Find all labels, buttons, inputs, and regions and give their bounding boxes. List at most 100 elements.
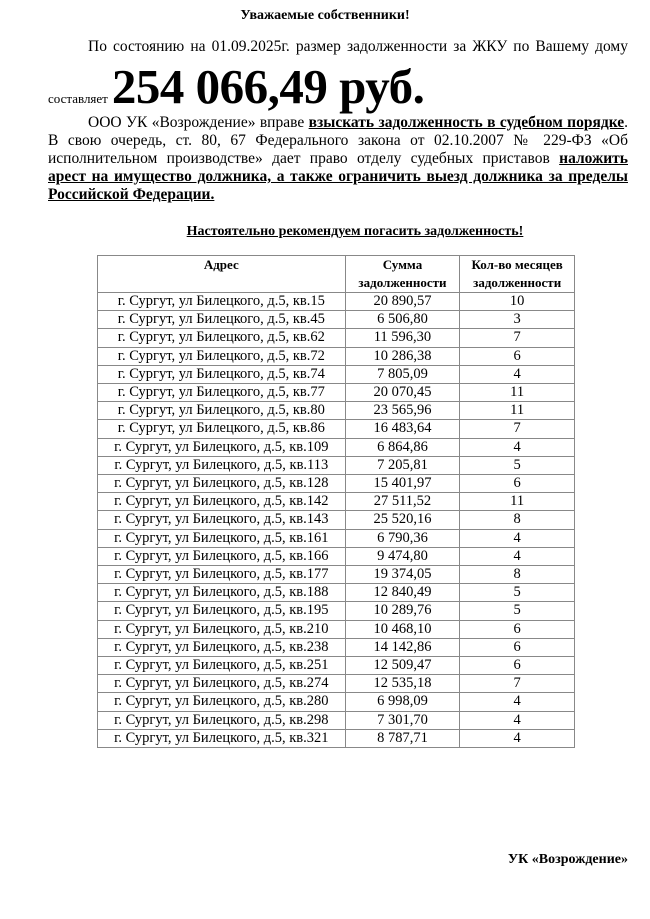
table-row: г. Сургут, ул Билецкого, д.5, кв.210 10 4…	[97, 619, 575, 639]
table-row: г. Сургут, ул Билецкого, д.5, кв.74 7 805…	[97, 364, 575, 385]
table-row: г. Сургут, ул Билецкого, д.5, кв.177 19 3…	[97, 565, 575, 585]
cell-amount: 15 401,97	[344, 474, 461, 494]
cell-amount: 25 520,16	[344, 510, 461, 530]
cell-months: 6	[459, 619, 575, 639]
cell-months: 11	[459, 383, 575, 403]
cell-address: г. Сургут, ул Билецкого, д.5, кв.210	[97, 619, 346, 639]
cell-months: 4	[459, 364, 575, 385]
cell-months: 6	[459, 637, 575, 658]
cell-months: 6	[459, 346, 575, 366]
legal-emphasis-1: взыскать задолженность в судебном порядк…	[308, 114, 625, 131]
cell-months: 4	[459, 710, 575, 730]
cell-address: г. Сургут, ул Билецкого, д.5, кв.72	[97, 346, 346, 366]
table-row: г. Сургут, ул Билецкого, д.5, кв.238 14 1…	[97, 637, 575, 658]
debt-table: Адрес Сумма задолженности Кол-во месяцев…	[97, 255, 575, 749]
cell-amount: 12 840,49	[344, 583, 461, 603]
cell-address: г. Сургут, ул Билецкого, д.5, кв.128	[97, 474, 346, 494]
table-row: г. Сургут, ул Билецкого, д.5, кв.77 20 07…	[97, 383, 575, 403]
cell-months: 10	[459, 291, 575, 312]
cell-amount: 11 596,30	[344, 328, 461, 348]
cell-amount: 6 864,86	[344, 437, 461, 457]
cell-address: г. Сургут, ул Билецкого, д.5, кв.274	[97, 674, 346, 694]
cell-address: г. Сургут, ул Билецкого, д.5, кв.298	[97, 710, 346, 730]
cell-address: г. Сургут, ул Билецкого, д.5, кв.77	[97, 383, 346, 403]
table-row: г. Сургут, ул Билецкого, д.5, кв.62 11 59…	[97, 328, 575, 348]
cell-address: г. Сургут, ул Билецкого, д.5, кв.166	[97, 546, 346, 567]
cell-months: 4	[459, 528, 575, 548]
cell-address: г. Сургут, ул Билецкого, д.5, кв.86	[97, 419, 346, 439]
table-row: г. Сургут, ул Билецкого, д.5, кв.142 27 5…	[97, 492, 575, 512]
table-row: г. Сургут, ул Билецкого, д.5, кв.274 12 5…	[97, 674, 575, 694]
cell-months: 6	[459, 474, 575, 494]
table-row: г. Сургут, ул Билецкого, д.5, кв.80 23 56…	[97, 401, 575, 421]
cell-address: г. Сургут, ул Билецкого, д.5, кв.142	[97, 492, 346, 512]
table-row: г. Сургут, ул Билецкого, д.5, кв.86 16 48…	[97, 419, 575, 439]
cell-amount: 6 998,09	[344, 692, 461, 712]
cell-address: г. Сургут, ул Билецкого, д.5, кв.109	[97, 437, 346, 457]
cell-amount: 20 890,57	[344, 291, 461, 312]
table-row: г. Сургут, ул Билецкого, д.5, кв.15 20 89…	[97, 291, 575, 312]
cell-address: г. Сургут, ул Билецкого, д.5, кв.188	[97, 583, 346, 603]
cell-months: 4	[459, 546, 575, 567]
cell-months: 5	[459, 601, 575, 621]
table-row: г. Сургут, ул Билецкого, д.5, кв.161 6 79…	[97, 528, 575, 548]
cell-amount: 10 289,76	[344, 601, 461, 621]
cell-amount: 7 301,70	[344, 710, 461, 730]
cell-amount: 6 506,80	[344, 310, 461, 330]
cell-address: г. Сургут, ул Билецкого, д.5, кв.45	[97, 310, 346, 330]
signature: УК «Возрождение»	[507, 852, 628, 867]
debt-amount-line: составляет 254 066,49 руб.	[48, 58, 425, 115]
cell-months: 8	[459, 510, 575, 530]
cell-months: 5	[459, 583, 575, 603]
table-header: Адрес Сумма задолженности Кол-во месяцев…	[97, 255, 575, 293]
legal-emphasis-2: наложить арест на имущество должника, а …	[48, 150, 628, 203]
cell-months: 11	[459, 401, 575, 421]
table-row: г. Сургут, ул Билецкого, д.5, кв.45 6 506…	[97, 310, 575, 330]
table-row: г. Сургут, ул Билецкого, д.5, кв.128 15 4…	[97, 474, 575, 494]
table-row: г. Сургут, ул Билецкого, д.5, кв.321 8 78…	[97, 728, 575, 749]
table-row: г. Сургут, ул Билецкого, д.5, кв.251 12 5…	[97, 656, 575, 676]
recommendation: Настоятельно рекомендуем погасить задолж…	[186, 224, 524, 239]
cell-address: г. Сургут, ул Билецкого, д.5, кв.195	[97, 601, 346, 621]
header-address: Адрес	[97, 255, 346, 293]
cell-amount: 7 805,09	[344, 364, 461, 385]
cell-address: г. Сургут, ул Билецкого, д.5, кв.80	[97, 401, 346, 421]
cell-address: г. Сургут, ул Билецкого, д.5, кв.280	[97, 692, 346, 712]
table-row: г. Сургут, ул Билецкого, д.5, кв.109 6 86…	[97, 437, 575, 457]
legal-text-2: . В свою очередь, ст. 80, 67 Федеральног…	[48, 114, 628, 167]
cell-address: г. Сургут, ул Билецкого, д.5, кв.62	[97, 328, 346, 348]
table-row: г. Сургут, ул Билецкого, д.5, кв.143 25 5…	[97, 510, 575, 530]
cell-months: 8	[459, 565, 575, 585]
cell-address: г. Сургут, ул Билецкого, д.5, кв.321	[97, 728, 346, 749]
header-months: Кол-во месяцев задолженности	[459, 255, 575, 293]
cell-amount: 23 565,96	[344, 401, 461, 421]
cell-address: г. Сургут, ул Билецкого, д.5, кв.113	[97, 455, 346, 476]
cell-amount: 27 511,52	[344, 492, 461, 512]
amount-label: составляет	[48, 91, 108, 106]
cell-amount: 19 374,05	[344, 565, 461, 585]
cell-months: 4	[459, 692, 575, 712]
cell-amount: 16 483,64	[344, 419, 461, 439]
cell-months: 11	[459, 492, 575, 512]
cell-address: г. Сургут, ул Билецкого, д.5, кв.161	[97, 528, 346, 548]
cell-months: 3	[459, 310, 575, 330]
cell-address: г. Сургут, ул Билецкого, д.5, кв.177	[97, 565, 346, 585]
table-row: г. Сургут, ул Билецкого, д.5, кв.280 6 99…	[97, 692, 575, 712]
cell-months: 4	[459, 728, 575, 749]
cell-address: г. Сургут, ул Билецкого, д.5, кв.74	[97, 364, 346, 385]
table-row: г. Сургут, ул Билецкого, д.5, кв.72 10 28…	[97, 346, 575, 366]
legal-paragraph: ООО УК «Возрождение» вправе взыскать зад…	[48, 114, 628, 204]
legal-text-1: ООО УК «Возрождение» вправе	[88, 114, 309, 131]
cell-amount: 12 509,47	[344, 656, 461, 676]
cell-months: 6	[459, 656, 575, 676]
table-row: г. Сургут, ул Билецкого, д.5, кв.113 7 20…	[97, 455, 575, 476]
cell-address: г. Сургут, ул Билецкого, д.5, кв.251	[97, 656, 346, 676]
intro-text: По состоянию на 01.09.2025г. размер задо…	[88, 38, 628, 55]
cell-amount: 12 535,18	[344, 674, 461, 694]
cell-amount: 6 790,36	[344, 528, 461, 548]
cell-address: г. Сургут, ул Билецкого, д.5, кв.238	[97, 637, 346, 658]
total-debt-amount: 254 066,49 руб.	[111, 59, 425, 114]
cell-amount: 10 468,10	[344, 619, 461, 639]
cell-address: г. Сургут, ул Билецкого, д.5, кв.15	[97, 291, 346, 312]
table-row: г. Сургут, ул Билецкого, д.5, кв.188 12 8…	[97, 583, 575, 603]
